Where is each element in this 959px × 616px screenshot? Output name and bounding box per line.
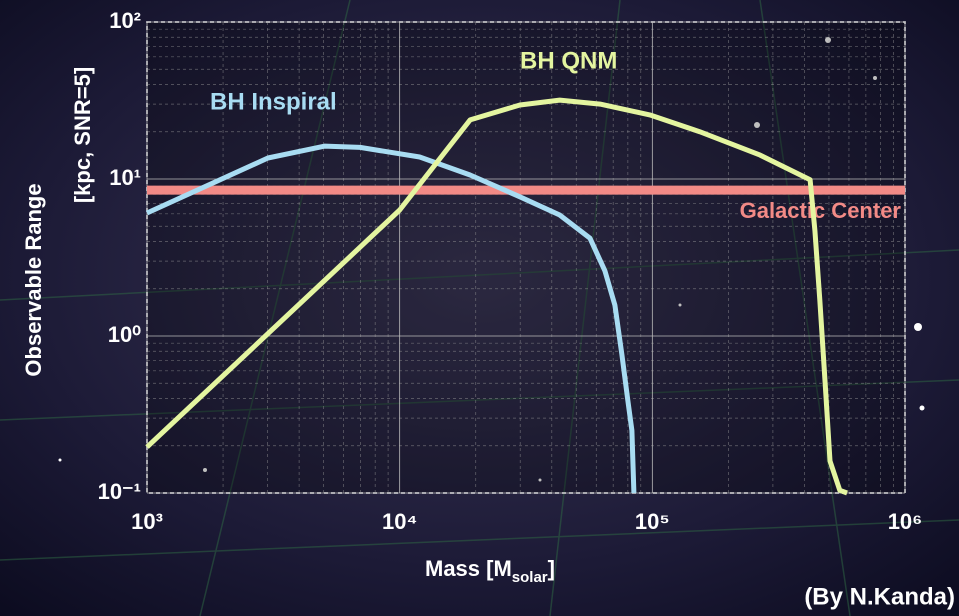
series-label: BH QNM: [520, 47, 617, 74]
x-tick-label: 10⁵: [635, 509, 670, 534]
y-tick-label: 10⁻¹: [98, 479, 141, 504]
x-axis-label: Mass [Msolar]: [425, 556, 555, 586]
y-tick-label: 10²: [109, 8, 141, 33]
x-axis-label-end: ]: [548, 556, 555, 581]
series-line: [145, 97, 848, 496]
x-axis-label-sub: solar: [512, 569, 548, 586]
y-axis-label: Observable Range: [21, 183, 46, 376]
y-axis-label: [kpc, SNR=5]: [70, 67, 95, 203]
x-tick-label: 10⁶: [888, 509, 923, 534]
series-label: BH Inspiral: [210, 88, 337, 115]
x-tick-label: 10³: [131, 509, 163, 534]
y-tick-label: 10¹: [109, 165, 141, 190]
series-line: [145, 143, 637, 494]
stars: [58, 37, 925, 482]
plot-area: [146, 21, 906, 494]
credit: (By N.Kanda): [804, 583, 955, 610]
x-axis-label-main: Mass [M: [425, 556, 512, 581]
reference-label: Galactic Center: [740, 198, 902, 223]
y-tick-label: 10⁰: [108, 322, 141, 347]
x-tick-label: 10⁴: [382, 509, 417, 534]
